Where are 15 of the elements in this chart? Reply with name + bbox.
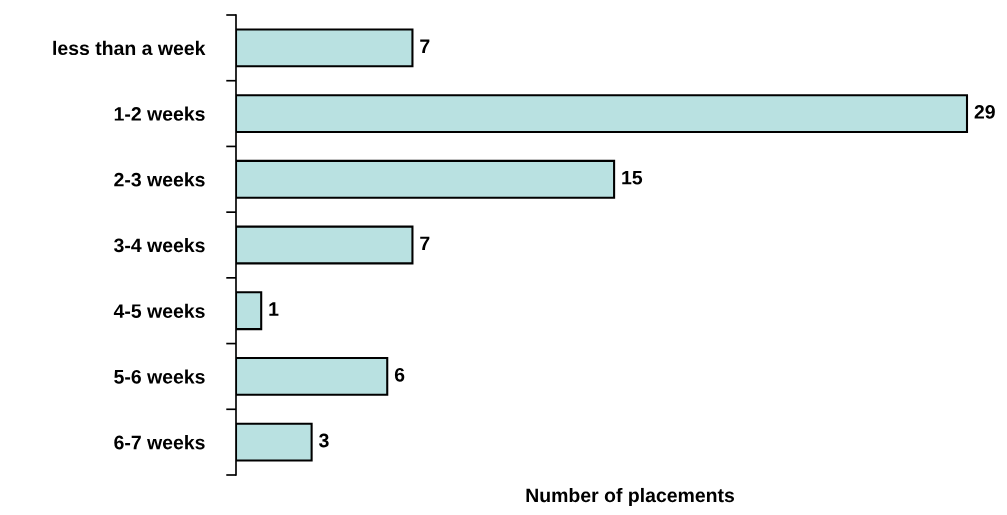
data-label: 29 xyxy=(974,105,995,119)
data-label: 6 xyxy=(394,367,405,382)
y-tick-label: 4-5 weeks xyxy=(113,303,205,318)
data-label: 1 xyxy=(269,302,279,316)
y-tick-label: 2-3 weeks xyxy=(114,172,205,187)
y-tick-label: 1-2 weeks xyxy=(114,106,205,121)
x-axis-title: Number of placements xyxy=(526,487,735,507)
data-label: 7 xyxy=(420,236,430,251)
data-label: 15 xyxy=(622,170,643,185)
data-label: 7 xyxy=(420,39,430,53)
y-tick-label: 6-7 weeks xyxy=(114,435,205,450)
y-tick-label: 3-4 weeks xyxy=(114,237,205,253)
y-tick-label: less than a week xyxy=(53,40,206,56)
y-tick-label: 5-6 weeks xyxy=(114,369,205,384)
data-label: 3 xyxy=(319,433,329,448)
